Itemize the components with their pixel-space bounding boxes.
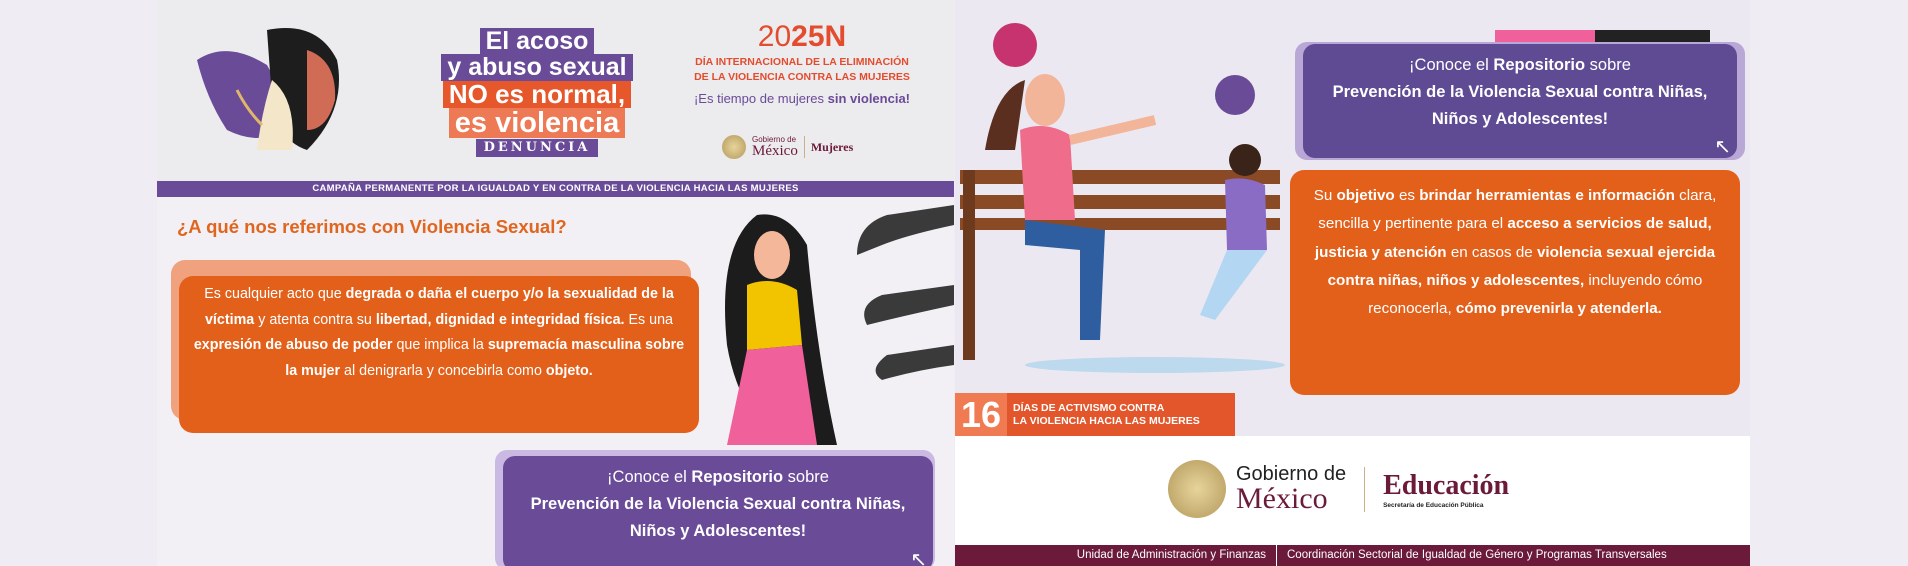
logo-text: México: [752, 142, 798, 159]
activism-text: DÍAS DE ACTIVISMO CONTRA: [1013, 401, 1165, 414]
text-run: libertad, dignidad e integridad física.: [375, 311, 625, 328]
footer-bar: Unidad de Administración y Finanzas Coor…: [955, 545, 1750, 566]
section-heading: ¿A qué nos referimos con Violencia Sexua…: [177, 216, 567, 237]
definition-box: Es cualquier acto que degrada o daña el …: [179, 276, 699, 433]
seal-icon: [722, 135, 746, 159]
woman-face-illustration: [197, 28, 339, 150]
sep-text: Secretaría de Educación Pública: [1383, 501, 1484, 509]
repo-text-bold: Repositorio: [691, 468, 784, 486]
campaign-banner: El acoso y abuso sexual NO es normal, es…: [157, 0, 954, 181]
event-subtitle: DÍA INTERNACIONAL DE LA ELIMINACIÓN: [695, 56, 909, 68]
right-infographic: ¡Conoce el Repositorio sobre Prevención …: [955, 0, 1750, 545]
slogan-line: El acoso: [479, 28, 595, 54]
event-subtitle: DE LA VIOLENCIA CONTRA LAS MUJERES: [694, 71, 910, 83]
educacion-logo: Educación: [1383, 469, 1510, 501]
text-run: en casos de: [1446, 243, 1537, 261]
mujeres-logo: Mujeres: [810, 139, 854, 154]
repo-text: sobre: [783, 468, 829, 486]
footer-unit: Coordinación Sectorial de Igualdad de Gé…: [1287, 549, 1667, 561]
repository-link[interactable]: ¡Conoce el Repositorio sobre Prevención …: [1303, 44, 1737, 158]
logo-text: Gobierno de: [1236, 463, 1347, 485]
text-run: supremacía masculina sobre la mujer: [285, 337, 685, 379]
footer-unit: Unidad de Administración y Finanzas: [955, 545, 1277, 566]
text-run: cómo prevenirla y atenderla.: [1455, 300, 1662, 318]
repo-text: ¡Conoce el: [607, 468, 692, 486]
event-title: 2025N DÍA INTERNACIONAL DE LA ELIMINACIÓ…: [657, 20, 947, 106]
text-run: incluyendo cómo reconocerla,: [1368, 271, 1703, 318]
slogan-line: es violencia: [448, 107, 626, 138]
repo-title: Prevención de la Violencia Sexual contra…: [1332, 83, 1708, 128]
woman-hands-illustration: [725, 205, 954, 445]
cursor-click-icon: ↖: [1714, 136, 1731, 158]
year: 20: [757, 20, 792, 53]
denuncia-label: DENUNCIA: [475, 139, 599, 157]
logo-area: [955, 436, 1750, 545]
text-run: degrada o daña el cuerpo y/o la sexualid…: [204, 286, 674, 328]
definition-text: Es cualquier acto que degrada o daña el …: [194, 286, 684, 379]
text-run: Es cualquier acto que: [204, 286, 346, 302]
activism-banner: 16 DÍAS DE ACTIVISMO CONTRA LA VIOLENCIA …: [955, 393, 1235, 436]
seal-icon: [1168, 460, 1226, 518]
text-run: y atenta contra su: [254, 311, 376, 328]
text-run: objeto.: [545, 362, 593, 379]
activism-text: LA VIOLENCIA HACIA LAS MUJERES: [1013, 414, 1200, 427]
text-run: brindar herramientas e información: [1419, 187, 1675, 204]
objective-box: Su objetivo es brindar herramientas e in…: [1290, 170, 1740, 395]
mother-child-bench-illustration: [960, 23, 1285, 373]
text-run: objetivo: [1336, 187, 1395, 204]
text-run: Su: [1313, 187, 1337, 204]
text-run: Es una: [624, 311, 673, 328]
repo-text: ¡Conoce el: [1409, 56, 1494, 74]
left-infographic: El acoso y abuso sexual NO es normal, es…: [157, 0, 954, 566]
text-run: al denigrarla y concebirla como: [340, 362, 546, 379]
gobierno-mujeres-logos: Gobierno de México Mujeres: [722, 132, 892, 162]
text-run: es: [1394, 187, 1420, 204]
activism-number: 16: [955, 393, 1008, 436]
tagline-bold: sin violencia!: [827, 91, 911, 106]
logo-text: México: [1236, 482, 1328, 515]
gobierno-educacion-logos: Gobierno de México Educación Secretaría de…: [1168, 460, 1509, 518]
objective-text: Su objetivo es brindar herramientas e in…: [1314, 187, 1717, 317]
text-run: clara, sencilla y pertinente para el: [1318, 187, 1717, 233]
cursor-click-icon: ↖: [910, 549, 927, 566]
text-run: expresión de abuso de poder: [193, 337, 393, 353]
campaign-strip: CAMPAÑA PERMANENTE POR LA IGUALDAD Y EN …: [157, 181, 954, 197]
text-run: que implica la: [392, 337, 488, 353]
tagline: ¡Es tiempo de mujeres: [693, 91, 828, 106]
repo-text: sobre: [1585, 56, 1631, 74]
text-run: acceso a servicios de salud, justicia y …: [1314, 215, 1712, 261]
year-bold: 25N: [791, 20, 847, 53]
slogan-line: y abuso sexual: [441, 54, 633, 81]
logo-text: Gobierno de: [752, 134, 797, 144]
slogan: El acoso y abuso sexual NO es normal, es…: [412, 28, 662, 157]
slogan-line: NO es normal,: [442, 80, 632, 108]
repository-link[interactable]: ¡Conoce el Repositorio sobre Prevención …: [503, 456, 933, 566]
repo-title: Prevención de la Violencia Sexual contra…: [530, 495, 906, 540]
repo-text-bold: Repositorio: [1493, 56, 1586, 74]
text-run: violencia sexual ejercida contra niñas, …: [1327, 243, 1716, 289]
